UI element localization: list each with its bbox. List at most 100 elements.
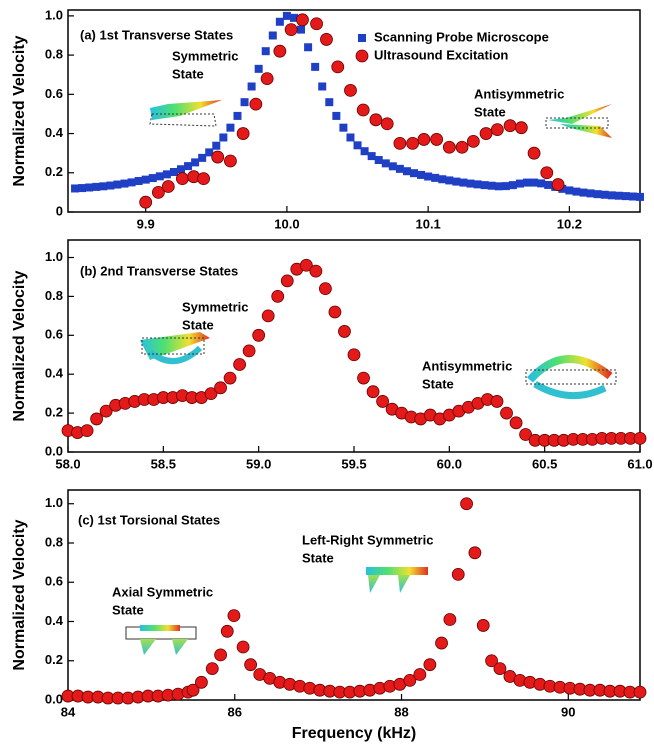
data-point <box>106 181 115 190</box>
data-point <box>500 406 513 420</box>
data-point <box>297 25 306 34</box>
data-point <box>356 103 370 117</box>
data-point <box>254 64 263 73</box>
data-point <box>227 609 241 623</box>
x-tick-label: 10.0 <box>274 216 299 231</box>
y-tick-label: 0.2 <box>45 164 63 179</box>
data-point <box>402 167 411 176</box>
y-tick-label: 0.6 <box>45 574 63 589</box>
data-point <box>346 133 355 142</box>
data-point <box>289 13 298 22</box>
data-point <box>195 675 208 689</box>
y-tick-label: 0.0 <box>45 443 63 458</box>
data-point <box>80 424 94 438</box>
y-tick-label: 1.0 <box>45 7 63 22</box>
data-point <box>176 165 185 174</box>
data-point <box>261 47 270 56</box>
data-point <box>347 348 361 362</box>
data-point <box>473 180 482 189</box>
data-point <box>369 113 383 127</box>
data-point <box>551 178 565 191</box>
annotation: Symmetric <box>172 48 238 63</box>
x-tick-label: 58.5 <box>151 456 176 471</box>
data-point <box>320 33 333 46</box>
data-point <box>413 668 427 681</box>
x-tick-label: 86 <box>228 704 242 719</box>
data-point <box>214 381 227 395</box>
annotation: State <box>302 550 334 565</box>
annotation: Axial Symmetric <box>112 584 213 599</box>
y-axis-label: Normalized Velocity <box>11 519 28 670</box>
data-point <box>480 181 489 190</box>
data-point <box>219 133 228 142</box>
data-point <box>633 431 647 445</box>
data-point <box>501 182 510 191</box>
data-point <box>509 416 523 430</box>
data-point <box>388 162 397 171</box>
y-tick-label: 0.4 <box>45 613 64 628</box>
data-point <box>579 188 588 197</box>
data-point <box>353 141 362 150</box>
data-point <box>376 395 390 408</box>
data-point <box>191 158 200 167</box>
data-point <box>273 44 287 58</box>
data-point <box>134 177 143 186</box>
y-axis-label: Normalized Velocity <box>11 35 28 186</box>
data-point <box>424 172 433 181</box>
data-point <box>236 640 250 654</box>
data-point <box>586 189 595 198</box>
data-point <box>299 258 313 272</box>
panel-title: (a) 1st Transverse States <box>80 27 233 42</box>
plot-frame <box>67 9 641 213</box>
data-point <box>527 146 541 160</box>
data-point <box>148 174 157 183</box>
data-point <box>236 127 250 140</box>
data-point <box>360 147 369 156</box>
x-tick-label: 59.0 <box>246 456 271 471</box>
data-point <box>374 156 383 165</box>
annotation: Antisymmetric <box>422 358 512 373</box>
annotation: State <box>474 104 506 119</box>
y-tick-label: 0.2 <box>45 652 63 667</box>
data-point <box>459 178 468 187</box>
data-point <box>572 187 581 196</box>
data-point <box>151 185 165 199</box>
data-point <box>127 178 136 187</box>
data-point <box>186 683 200 697</box>
data-point <box>357 371 370 385</box>
panel: 9.9 10.0 10.1 10.2 0 0.2 0.4 0.6 0.8 1.0 Normalize… <box>11 7 644 231</box>
data-point <box>344 84 357 97</box>
panel: 84 86 88 90 0.0 0.2 0.4 0.6 0.8 1.0 Normalized Vel… <box>11 489 647 742</box>
data-point <box>503 119 517 133</box>
legend-label: Scanning Probe Microscope <box>374 29 549 44</box>
data-point <box>431 173 440 182</box>
data-point <box>212 141 221 150</box>
y-tick-label: 0.6 <box>45 86 63 101</box>
data-point <box>490 123 504 137</box>
data-point <box>99 404 113 418</box>
data-point <box>380 117 394 131</box>
y-tick-label: 0.6 <box>45 327 63 342</box>
data-point <box>466 179 475 188</box>
data-point <box>438 175 447 184</box>
data-point <box>487 181 496 190</box>
data-point <box>628 192 637 201</box>
y-tick-label: 0.2 <box>45 405 63 420</box>
data-point <box>508 181 517 190</box>
data-point <box>540 166 554 180</box>
data-point <box>490 395 504 408</box>
data-point <box>244 658 258 672</box>
x-tick-label: 9.9 <box>137 216 155 231</box>
legend-marker <box>355 49 369 63</box>
data-point <box>242 344 256 358</box>
data-point <box>282 11 291 20</box>
data-point <box>328 305 342 319</box>
data-point <box>479 127 493 140</box>
legend-marker <box>358 34 366 42</box>
data-point <box>318 82 327 91</box>
data-point <box>607 191 616 200</box>
x-tick-label: 61.0 <box>627 456 652 471</box>
data-point <box>442 140 456 154</box>
data-point <box>78 184 87 193</box>
data-point <box>339 123 348 132</box>
